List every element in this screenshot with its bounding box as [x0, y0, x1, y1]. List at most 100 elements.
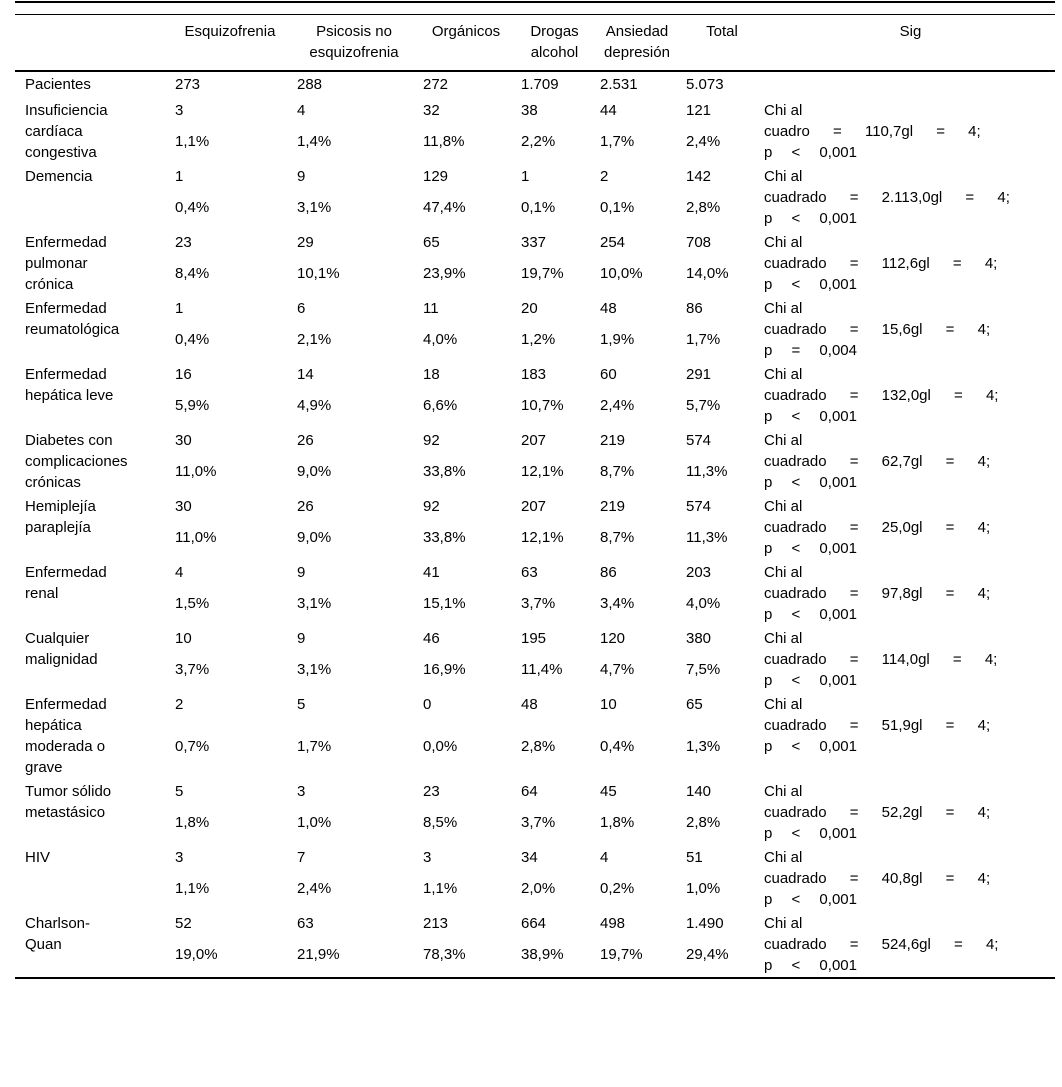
comorbidity-count-row: Enfermedad reumatológica 1 6 11 20 48 86 Chi al…	[15, 296, 1055, 359]
count-cell: 64	[521, 783, 538, 800]
percent-cell: 1,7%	[686, 331, 721, 349]
count-cell: 1	[521, 168, 530, 185]
percent-cell: 6,6%	[423, 397, 458, 415]
count-cell: 41	[423, 564, 440, 581]
sig-cell: Chi al cuadrado = 132,0gl = 4; p < 0,001	[762, 362, 1055, 428]
percent-cell: 5,9%	[175, 397, 210, 415]
sig-line: p < 0,001	[764, 540, 857, 557]
percent-cell: 1,1%	[175, 880, 210, 898]
count-cell: 10	[175, 630, 192, 647]
header-psicosis-no-esquizofrenia: Psicosis no esquizofrenia	[289, 14, 415, 72]
percent-cell: 15,1%	[423, 595, 466, 613]
count-cell: 140	[686, 783, 712, 800]
row-label: Demencia	[25, 168, 93, 185]
comorbidity-percent-row: 1,1% 2,4% 1,1% 2,0% 0,2% 1,0%	[15, 877, 1055, 911]
sig-cell: Chi al cuadrado = 2.113,0gl = 4; p < 0,001	[762, 164, 1055, 230]
sig-line: p < 0,001	[764, 891, 857, 908]
count-cell: 92	[423, 498, 440, 515]
percent-cell: 1,9%	[600, 331, 635, 349]
sig-line: Chi al	[764, 432, 803, 449]
percent-cell: 14,0%	[686, 265, 729, 283]
count-cell: 272	[423, 76, 449, 93]
comorbidity-table: Esquizofrenia Psicosis no esquizofrenia …	[15, 14, 1055, 979]
count-cell: 10	[600, 696, 617, 713]
percent-cell: 2,4%	[600, 397, 635, 415]
count-cell: 708	[686, 234, 712, 251]
sig-line: Chi al	[764, 300, 803, 317]
row-label: Charlson- Quan	[25, 915, 91, 953]
sig-line: p < 0,001	[764, 276, 857, 293]
percent-cell: 3,7%	[175, 661, 210, 679]
percent-cell: 4,0%	[423, 331, 458, 349]
percent-cell: 1,0%	[686, 880, 721, 898]
sig-line: Chi al	[764, 498, 803, 515]
percent-cell: 1,1%	[175, 133, 210, 151]
count-cell: 32	[423, 102, 440, 119]
sig-line: Chi al	[764, 696, 803, 713]
percent-cell: 7,5%	[686, 661, 721, 679]
count-cell: 121	[686, 102, 712, 119]
sig-line: cuadrado = 132,0gl = 4;	[764, 387, 999, 404]
count-cell: 1	[175, 300, 184, 317]
percent-cell: 47,4%	[423, 199, 466, 217]
sig-line: p < 0,001	[764, 672, 857, 689]
count-cell: 18	[423, 366, 440, 383]
percent-cell: 8,4%	[175, 265, 210, 283]
percent-cell: 9,0%	[297, 529, 332, 547]
count-cell: 51	[686, 849, 703, 866]
percent-cell: 23,9%	[423, 265, 466, 283]
percent-cell: 0,4%	[600, 737, 635, 755]
comorbidity-percent-row: 11,0% 9,0% 33,8% 12,1% 8,7% 11,3%	[15, 526, 1055, 560]
header-sig: Sig	[762, 14, 1055, 72]
count-cell: 2	[175, 696, 184, 713]
sig-line: Chi al	[764, 630, 803, 647]
count-cell: 65	[686, 696, 703, 713]
count-cell: 86	[686, 300, 703, 317]
sig-line: p < 0,001	[764, 144, 857, 161]
header-empty	[15, 14, 167, 72]
percent-cell: 9,0%	[297, 463, 332, 481]
count-cell: 5.073	[686, 76, 724, 93]
count-cell: 207	[521, 432, 547, 449]
comorbidity-percent-row: 1,5% 3,1% 15,1% 3,7% 3,4% 4,0%	[15, 592, 1055, 626]
sig-line: cuadrado = 52,2gl = 4;	[764, 804, 991, 821]
sig-cell: Chi al cuadrado = 62,7gl = 4; p < 0,001	[762, 428, 1055, 494]
percent-cell: 0,4%	[175, 199, 210, 217]
count-cell: 4	[175, 564, 184, 581]
sig-cell: Chi al cuadrado = 524,6gl = 4; p < 0,001	[762, 911, 1055, 978]
sig-line: cuadrado = 2.113,0gl = 4;	[764, 189, 1010, 206]
count-cell: 92	[423, 432, 440, 449]
count-cell: 26	[297, 432, 314, 449]
sig-line: cuadrado = 15,6gl = 4;	[764, 321, 991, 338]
count-cell: 16	[175, 366, 192, 383]
count-cell: 2	[600, 168, 609, 185]
count-cell: 63	[297, 915, 314, 932]
percent-cell: 1,7%	[600, 133, 635, 151]
percent-cell: 11,3%	[686, 529, 728, 547]
sig-cell: Chi al cuadrado = 25,0gl = 4; p < 0,001	[762, 494, 1055, 560]
count-cell: 30	[175, 498, 192, 515]
percent-cell: 3,7%	[521, 814, 556, 832]
percent-cell: 4,7%	[600, 661, 635, 679]
header-organicos: Orgánicos	[415, 14, 513, 72]
comorbidity-count-row: Hemiplejía paraplejía 30 26 92 207 219 574 Chi …	[15, 494, 1055, 557]
sig-line: cuadrado = 524,6gl = 4;	[764, 936, 999, 953]
percent-cell: 2,8%	[521, 737, 556, 755]
percent-cell: 8,7%	[600, 529, 635, 547]
percent-cell: 33,8%	[423, 463, 466, 481]
row-label: Insuficiencia cardíaca congestiva	[25, 102, 108, 161]
sig-cell: Chi al cuadrado = 112,6gl = 4; p < 0,001	[762, 230, 1055, 296]
percent-cell: 2,8%	[686, 814, 721, 832]
comorbidity-count-row: Insuficiencia cardíaca congestiva 3 4 32 38 4…	[15, 98, 1055, 161]
count-cell: 3	[175, 849, 184, 866]
percent-cell: 5,7%	[686, 397, 721, 415]
percent-cell: 4,9%	[297, 397, 332, 415]
comorbidity-percent-row: 11,0% 9,0% 33,8% 12,1% 8,7% 11,3%	[15, 460, 1055, 494]
percent-cell: 11,4%	[521, 661, 563, 679]
sig-line: Chi al	[764, 234, 803, 251]
percent-cell: 2,8%	[686, 199, 721, 217]
count-cell: 44	[600, 102, 617, 119]
percent-cell: 11,3%	[686, 463, 728, 481]
sig-cell: Chi al cuadrado = 114,0gl = 4; p < 0,001	[762, 626, 1055, 692]
